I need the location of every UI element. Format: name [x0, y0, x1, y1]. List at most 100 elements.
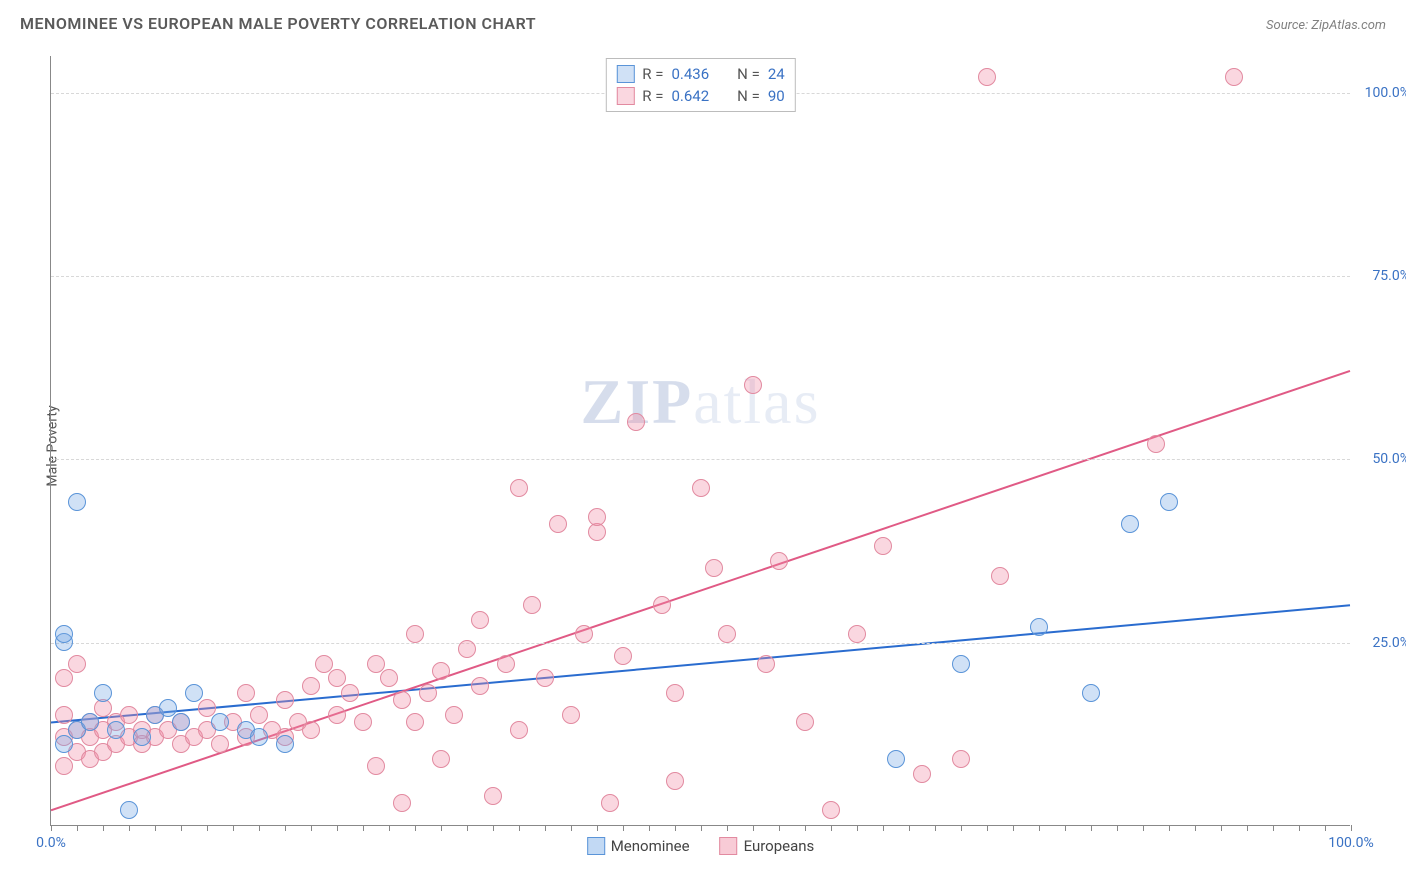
data-point [68, 493, 86, 511]
x-tick [285, 825, 286, 831]
data-point [198, 699, 216, 717]
x-tick [1091, 825, 1092, 831]
data-point [666, 772, 684, 790]
x-tick [545, 825, 546, 831]
data-point [458, 640, 476, 658]
data-point [770, 552, 788, 570]
y-tick-label: 100.0% [1365, 85, 1406, 101]
data-point [666, 684, 684, 702]
x-tick [1143, 825, 1144, 831]
x-tick [1221, 825, 1222, 831]
data-point [81, 713, 99, 731]
data-point [718, 625, 736, 643]
data-point [133, 728, 151, 746]
x-tick [727, 825, 728, 831]
data-point [250, 728, 268, 746]
data-point [367, 757, 385, 775]
data-point [341, 684, 359, 702]
data-point [536, 669, 554, 687]
x-tick [675, 825, 676, 831]
legend-r-value: 0.642 [671, 87, 709, 105]
data-point [1121, 515, 1139, 533]
legend-n-value: 90 [768, 87, 785, 105]
x-tick [1351, 825, 1352, 831]
data-point [692, 479, 710, 497]
legend-n-label: N = [737, 65, 760, 83]
x-tick [337, 825, 338, 831]
x-tick [415, 825, 416, 831]
data-point [237, 684, 255, 702]
data-point [1082, 684, 1100, 702]
data-point [705, 559, 723, 577]
data-point [328, 706, 346, 724]
data-point [744, 376, 762, 394]
data-point [848, 625, 866, 643]
x-tick [987, 825, 988, 831]
x-tick [779, 825, 780, 831]
data-point [757, 655, 775, 673]
data-point [952, 655, 970, 673]
x-tick [129, 825, 130, 831]
x-tick [753, 825, 754, 831]
data-point [991, 567, 1009, 585]
x-tick [1065, 825, 1066, 831]
x-tick [1299, 825, 1300, 831]
y-tick-label: 75.0% [1372, 268, 1406, 284]
x-tick [805, 825, 806, 831]
data-point [562, 706, 580, 724]
data-point [822, 801, 840, 819]
data-point [393, 691, 411, 709]
data-point [68, 655, 86, 673]
data-point [913, 765, 931, 783]
data-point [1225, 68, 1243, 86]
legend-n-value: 24 [768, 65, 785, 83]
data-point [549, 515, 567, 533]
x-tick [1195, 825, 1196, 831]
data-point [367, 655, 385, 673]
x-tick [1247, 825, 1248, 831]
x-tick [909, 825, 910, 831]
legend-swatch [720, 837, 738, 855]
x-tick [1273, 825, 1274, 831]
x-tick [363, 825, 364, 831]
x-tick [623, 825, 624, 831]
data-point [523, 596, 541, 614]
trend-line [51, 605, 1350, 722]
legend-label: Menominee [611, 837, 690, 855]
data-point [653, 596, 671, 614]
chart-source: Source: ZipAtlas.com [1266, 18, 1386, 33]
y-tick-label: 50.0% [1372, 451, 1406, 467]
x-tick [1117, 825, 1118, 831]
data-point [445, 706, 463, 724]
legend-n-label: N = [737, 87, 760, 105]
data-point [614, 647, 632, 665]
x-tick [467, 825, 468, 831]
data-point [185, 684, 203, 702]
data-point [471, 677, 489, 695]
x-tick [441, 825, 442, 831]
gridline [51, 459, 1350, 460]
scatter-plot: ZIPatlas R =0.436N =24R =0.642N =90 Meno… [50, 56, 1350, 826]
data-point [328, 669, 346, 687]
data-point [55, 706, 73, 724]
x-tick [597, 825, 598, 831]
x-tick [103, 825, 104, 831]
data-point [484, 787, 502, 805]
data-point [432, 662, 450, 680]
data-point [55, 625, 73, 643]
x-tick [961, 825, 962, 831]
legend-item: Europeans [720, 837, 815, 855]
x-tick [1013, 825, 1014, 831]
legend-swatch [616, 65, 634, 83]
gridline [51, 643, 1350, 644]
data-point [627, 413, 645, 431]
x-tick [155, 825, 156, 831]
x-tick [207, 825, 208, 831]
x-tick [181, 825, 182, 831]
x-tick [233, 825, 234, 831]
data-point [276, 735, 294, 753]
data-point [94, 684, 112, 702]
chart-title: MENOMINEE VS EUROPEAN MALE POVERTY CORRE… [20, 14, 536, 33]
data-point [120, 801, 138, 819]
data-point [55, 669, 73, 687]
